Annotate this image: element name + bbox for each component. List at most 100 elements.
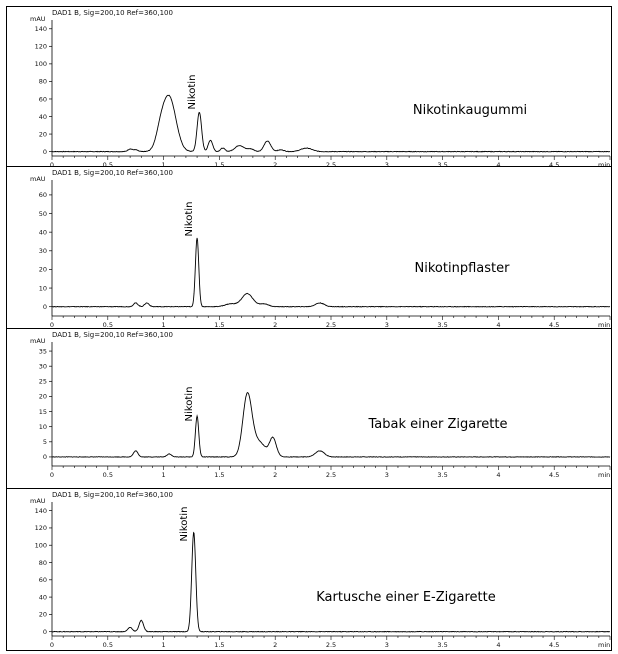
y-axis-unit: mAU (30, 15, 46, 23)
x-tick-label: 4 (496, 321, 500, 329)
x-tick-label: 3.5 (437, 471, 447, 479)
x-tick-label: 3 (385, 641, 389, 649)
chromatogram-trace (51, 392, 611, 458)
x-tick-label: 3 (385, 161, 389, 169)
chromatogram-trace (51, 237, 611, 308)
y-tick-label: 20 (39, 130, 47, 138)
x-axis-unit: min (598, 321, 610, 329)
y-tick-label: 80 (39, 78, 47, 86)
x-tick-label: 2 (273, 161, 277, 169)
y-tick-label: 0 (43, 628, 47, 636)
x-tick-label: 1.5 (214, 641, 224, 649)
sample-label: Kartusche einer E-Zigarette (316, 590, 495, 605)
chromatogram-panel-2: DAD1 B, Sig=200,10 Ref=360,100mAU0102030… (6, 166, 612, 329)
nikotin-peak-label: Nikotin (184, 387, 195, 422)
x-tick-label: 0 (50, 641, 54, 649)
y-tick-label: 0 (43, 148, 47, 156)
y-tick-label: 40 (39, 593, 47, 601)
y-tick-label: 100 (35, 60, 47, 68)
y-tick-label: 20 (39, 611, 47, 619)
y-tick-label: 5 (43, 438, 47, 446)
x-tick-label: 0.5 (103, 641, 113, 649)
chromatogram-trace (51, 531, 610, 633)
y-tick-label: 20 (39, 266, 47, 274)
x-tick-label: 1.5 (214, 161, 224, 169)
signal-header: DAD1 B, Sig=200,10 Ref=360,100 (52, 491, 173, 499)
x-tick-label: 2.5 (326, 161, 336, 169)
x-tick-label: 3.5 (437, 161, 447, 169)
y-tick-label: 10 (39, 284, 47, 292)
x-tick-label: 4.5 (549, 321, 559, 329)
y-axis-unit: mAU (30, 497, 46, 505)
y-tick-label: 120 (35, 43, 47, 51)
y-tick-label: 15 (39, 408, 47, 416)
y-tick-label: 35 (39, 347, 47, 355)
x-tick-label: 2 (273, 321, 277, 329)
x-tick-label: 0.5 (103, 471, 113, 479)
y-tick-label: 40 (39, 113, 47, 121)
chromatogram-panel-3: DAD1 B, Sig=200,10 Ref=360,100mAU0510152… (6, 328, 612, 479)
y-tick-label: 40 (39, 228, 47, 236)
signal-header: DAD1 B, Sig=200,10 Ref=360,100 (52, 9, 173, 17)
x-tick-label: 1.5 (214, 321, 224, 329)
sample-label: Nikotinpflaster (415, 261, 511, 276)
x-axis-unit: min (598, 161, 610, 169)
y-tick-label: 25 (39, 378, 47, 386)
y-axis-unit: mAU (30, 337, 46, 345)
y-tick-label: 20 (39, 393, 47, 401)
y-tick-label: 80 (39, 559, 47, 567)
x-tick-label: 4.5 (549, 161, 559, 169)
nikotin-peak-label: Nikotin (179, 507, 190, 542)
nikotin-peak-label: Nikotin (187, 75, 198, 110)
x-tick-label: 4 (496, 641, 500, 649)
x-tick-label: 1 (162, 161, 166, 169)
y-tick-label: 10 (39, 423, 47, 431)
nikotin-peak-label: Nikotin (184, 202, 195, 237)
x-tick-label: 1 (162, 641, 166, 649)
y-tick-label: 140 (35, 507, 47, 515)
x-tick-label: 2 (273, 471, 277, 479)
sample-label: Tabak einer Zigarette (368, 417, 508, 432)
chromatogram-panel-1: DAD1 B, Sig=200,10 Ref=360,100mAU0204060… (30, 9, 611, 169)
y-tick-label: 120 (35, 524, 47, 532)
y-tick-label: 30 (39, 247, 47, 255)
x-tick-label: 0 (50, 161, 54, 169)
x-tick-label: 0.5 (103, 161, 113, 169)
chromatogram-trace (51, 94, 611, 153)
x-tick-label: 0 (50, 321, 54, 329)
x-axis-unit: min (598, 641, 610, 649)
chromatogram-panel-4: DAD1 B, Sig=200,10 Ref=360,100mAU0204060… (6, 488, 612, 649)
signal-header: DAD1 B, Sig=200,10 Ref=360,100 (52, 331, 173, 339)
y-tick-label: 60 (39, 191, 47, 199)
y-tick-label: 30 (39, 362, 47, 370)
y-axis-unit: mAU (30, 175, 46, 183)
x-tick-label: 1.5 (214, 471, 224, 479)
y-tick-label: 0 (43, 303, 47, 311)
signal-header: DAD1 B, Sig=200,10 Ref=360,100 (52, 169, 173, 177)
x-tick-label: 4.5 (549, 471, 559, 479)
y-tick-label: 60 (39, 95, 47, 103)
x-tick-label: 3 (385, 471, 389, 479)
x-tick-label: 2.5 (326, 641, 336, 649)
x-tick-label: 3 (385, 321, 389, 329)
x-tick-label: 3.5 (437, 641, 447, 649)
x-tick-label: 4 (496, 471, 500, 479)
x-tick-label: 0 (50, 471, 54, 479)
x-tick-label: 1 (162, 321, 166, 329)
sample-label: Nikotinkaugummi (413, 103, 527, 118)
x-tick-label: 0.5 (103, 321, 113, 329)
x-tick-label: 2.5 (326, 471, 336, 479)
y-tick-label: 0 (43, 453, 47, 461)
x-tick-label: 3.5 (437, 321, 447, 329)
x-tick-label: 2 (273, 641, 277, 649)
x-axis-unit: min (598, 471, 610, 479)
y-tick-label: 60 (39, 576, 47, 584)
y-tick-label: 140 (35, 25, 47, 33)
x-tick-label: 4 (496, 161, 500, 169)
x-tick-label: 1 (162, 471, 166, 479)
y-tick-label: 100 (35, 542, 47, 550)
x-tick-label: 4.5 (549, 641, 559, 649)
y-tick-label: 50 (39, 210, 47, 218)
x-tick-label: 2.5 (326, 321, 336, 329)
